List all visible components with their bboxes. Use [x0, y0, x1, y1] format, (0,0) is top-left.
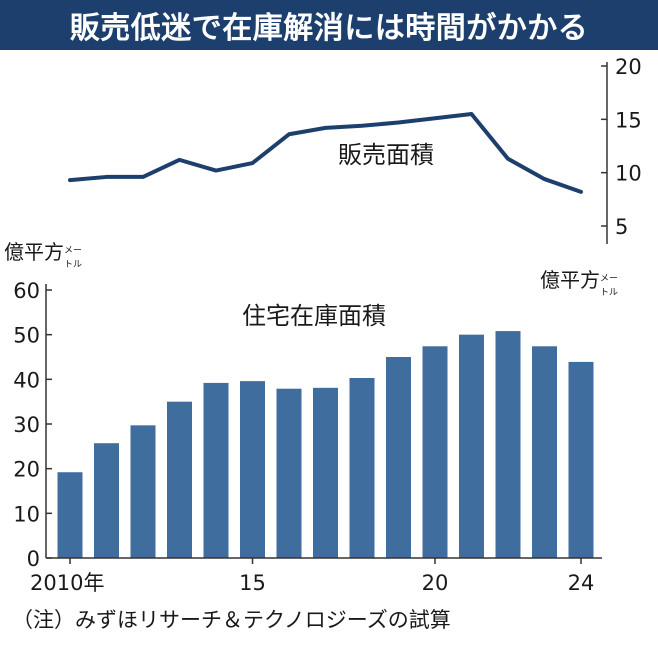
- bar: [422, 346, 448, 558]
- bar: [349, 377, 375, 558]
- line-unit-label: 億平方メートル: [540, 270, 618, 298]
- line-point: [360, 124, 364, 128]
- bar: [94, 443, 119, 558]
- line-point: [397, 121, 400, 125]
- bar-chart-y-tick-label: 0: [27, 547, 40, 571]
- line-point: [178, 158, 181, 162]
- bar-chart-y-tick-label: 60: [13, 279, 40, 303]
- line-chart-y-tick-label: 5: [615, 215, 628, 239]
- line-point: [251, 161, 254, 165]
- line-point: [324, 126, 327, 130]
- line-series-label: 販売面積: [338, 141, 434, 169]
- bar: [495, 331, 521, 558]
- line-series-sales-area: [68, 112, 583, 194]
- x-tick-label: 15: [239, 571, 266, 595]
- bar-unit-label: 億平方メートル: [4, 242, 82, 270]
- bar: [276, 388, 302, 558]
- line-chart-y-tick-label: 10: [615, 162, 642, 186]
- line-point: [543, 177, 546, 181]
- bar: [203, 382, 229, 558]
- bar-chart-y-tick-label: 20: [13, 458, 40, 482]
- line-point: [433, 116, 437, 120]
- x-tick-label: 24: [568, 571, 595, 595]
- line-unit-main: 億平方: [540, 268, 600, 292]
- bar-chart-y-tick-label: 30: [13, 413, 40, 437]
- line-point: [105, 175, 108, 179]
- bar: [459, 334, 484, 558]
- x-tick-label: 2010年: [30, 571, 104, 595]
- bar: [568, 361, 594, 558]
- x-tick-label: 20: [422, 571, 449, 595]
- line-point: [287, 132, 291, 136]
- bar-unit-main: 億平方: [4, 240, 64, 264]
- chart-title: 販売低迷で在庫解消には時間がかかる: [69, 11, 589, 46]
- bar: [386, 357, 411, 558]
- bar-chart-y-tick-label: 50: [13, 324, 40, 348]
- bar-chart-y-tick-label: 10: [13, 502, 40, 526]
- bar-unit-suffix-top: メー: [64, 246, 83, 256]
- bar: [57, 472, 83, 558]
- line-point: [68, 178, 72, 182]
- chart-title-bar: 販売低迷で在庫解消には時間がかかる: [0, 0, 658, 50]
- bar: [532, 346, 557, 558]
- bar: [240, 381, 265, 558]
- bar-chart-y-tick-label: 40: [13, 368, 40, 392]
- line-point: [141, 175, 145, 179]
- line-chart-y-tick-label: 20: [615, 55, 642, 79]
- line-point: [214, 169, 218, 173]
- line-point: [470, 112, 473, 116]
- source-note: （注）みずほリサーチ＆テクノロジーズの試算: [12, 608, 451, 632]
- line-chart-y-tick-label: 15: [615, 108, 642, 132]
- bar: [313, 387, 338, 558]
- bar: [167, 401, 192, 558]
- bar: [130, 425, 156, 558]
- line-unit-suffix-bottom: トル: [600, 288, 619, 298]
- bar-series-label: 住宅在庫面積: [242, 302, 386, 330]
- bar-unit-suffix-bottom: トル: [64, 260, 83, 270]
- line-point: [506, 157, 510, 161]
- line-unit-suffix-top: メー: [600, 274, 619, 284]
- line-point: [579, 190, 583, 194]
